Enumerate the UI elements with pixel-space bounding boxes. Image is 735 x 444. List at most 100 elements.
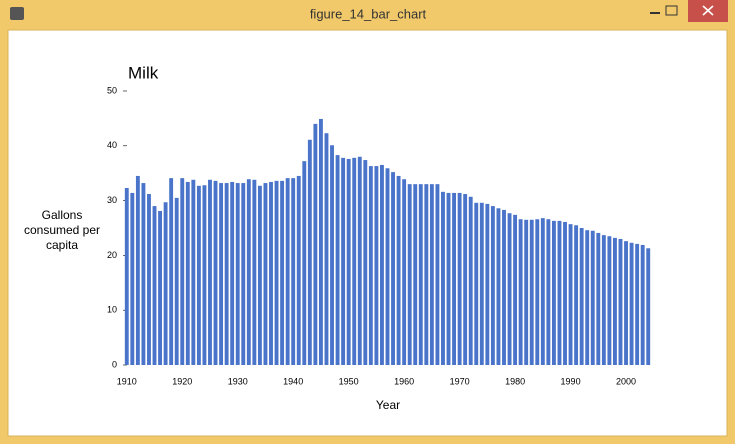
x-tick-label: 1940 bbox=[283, 376, 303, 386]
bar bbox=[540, 218, 545, 365]
bar bbox=[307, 139, 312, 365]
bar bbox=[563, 221, 567, 365]
bar bbox=[579, 228, 584, 365]
bar bbox=[241, 183, 246, 365]
bar bbox=[352, 157, 357, 365]
bar bbox=[485, 203, 490, 365]
bar bbox=[635, 243, 640, 365]
bar bbox=[163, 202, 168, 365]
bar bbox=[529, 219, 534, 365]
bar bbox=[335, 155, 340, 365]
chart-title: Milk bbox=[128, 63, 159, 82]
bar bbox=[613, 237, 617, 365]
bar bbox=[396, 175, 401, 365]
bar bbox=[152, 206, 157, 365]
bar bbox=[457, 192, 462, 365]
bar bbox=[452, 192, 457, 365]
bar bbox=[368, 166, 373, 365]
x-tick-label: 1970 bbox=[450, 376, 470, 386]
bar bbox=[296, 175, 301, 365]
bar bbox=[246, 179, 251, 365]
bar bbox=[280, 180, 285, 365]
x-tick-label: 1960 bbox=[394, 376, 414, 386]
bar bbox=[385, 168, 390, 365]
bar bbox=[263, 183, 268, 365]
x-axis-label: Year bbox=[376, 398, 400, 412]
x-tick-label: 2000 bbox=[616, 376, 636, 386]
bar bbox=[124, 187, 129, 365]
bar bbox=[618, 238, 623, 365]
bar bbox=[568, 224, 573, 365]
y-tick-label: 30 bbox=[107, 195, 117, 205]
bar bbox=[646, 248, 651, 365]
bar bbox=[363, 160, 368, 365]
x-tick-label: 1930 bbox=[228, 376, 248, 386]
bar bbox=[208, 179, 212, 365]
bar bbox=[330, 145, 334, 365]
y-tick-label: 10 bbox=[107, 305, 117, 315]
bar bbox=[418, 184, 423, 365]
bar bbox=[585, 230, 590, 365]
maximize-button[interactable] bbox=[665, 5, 678, 16]
bar bbox=[391, 172, 395, 365]
bar bbox=[235, 183, 240, 365]
bar bbox=[596, 232, 601, 365]
bar bbox=[535, 219, 540, 365]
bar bbox=[291, 178, 296, 365]
bar bbox=[524, 219, 529, 365]
bar bbox=[302, 161, 307, 365]
bar bbox=[158, 211, 162, 365]
bar bbox=[374, 166, 379, 365]
bar bbox=[468, 196, 473, 365]
bar bbox=[402, 179, 407, 365]
bar bbox=[424, 184, 429, 365]
x-tick-label: 1990 bbox=[561, 376, 581, 386]
bar bbox=[429, 184, 434, 365]
bar bbox=[196, 185, 201, 365]
minimize-button[interactable] bbox=[650, 12, 660, 14]
bar bbox=[230, 181, 235, 365]
bar bbox=[213, 180, 218, 365]
y-tick-label: 40 bbox=[107, 140, 117, 150]
bar bbox=[629, 242, 634, 365]
bar bbox=[269, 181, 273, 365]
bar bbox=[413, 184, 418, 365]
bar bbox=[380, 164, 384, 365]
y-tick-label: 0 bbox=[112, 359, 117, 369]
app-icon bbox=[10, 7, 24, 20]
bar bbox=[407, 184, 412, 365]
bar bbox=[507, 213, 512, 365]
bar bbox=[324, 133, 329, 365]
bar bbox=[191, 179, 196, 365]
bar bbox=[607, 236, 612, 365]
y-tick-label: 50 bbox=[107, 85, 117, 95]
bar bbox=[496, 208, 501, 365]
window-title: figure_14_bar_chart bbox=[310, 6, 427, 21]
bar bbox=[441, 191, 445, 365]
bar bbox=[346, 158, 351, 365]
bar bbox=[285, 178, 290, 365]
x-tick-label: 1910 bbox=[117, 376, 137, 386]
bar bbox=[546, 219, 551, 365]
bar bbox=[601, 235, 606, 365]
bar bbox=[169, 178, 174, 365]
bar bbox=[446, 192, 451, 365]
bar bbox=[135, 175, 140, 365]
bar bbox=[202, 185, 207, 365]
bar bbox=[518, 219, 523, 365]
bar bbox=[490, 206, 495, 365]
bar bbox=[257, 185, 262, 365]
bar bbox=[185, 181, 190, 365]
bar bbox=[174, 197, 179, 365]
bar bbox=[341, 157, 346, 365]
bar bbox=[141, 183, 146, 365]
bar bbox=[479, 202, 484, 365]
bar bbox=[640, 244, 645, 365]
x-tick-label: 1980 bbox=[505, 376, 525, 386]
bar bbox=[130, 192, 135, 365]
bar bbox=[551, 220, 556, 365]
bar bbox=[557, 220, 562, 365]
bar bbox=[435, 184, 440, 365]
bar bbox=[180, 178, 185, 365]
